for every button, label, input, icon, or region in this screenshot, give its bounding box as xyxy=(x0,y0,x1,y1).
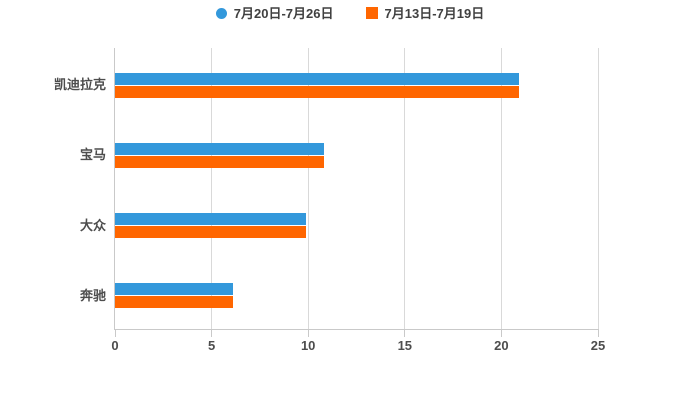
legend-item-week-jul20-26[interactable]: 7月20日-7月26日 xyxy=(215,5,334,21)
gridline-x-15 xyxy=(404,48,406,329)
x-axis-tick-20 xyxy=(500,329,502,337)
x-tick-label-5: 5 xyxy=(207,338,216,353)
legend: 7月20日-7月26日 7月13日-7月19日 xyxy=(0,3,700,23)
x-axis-tick-5 xyxy=(211,329,213,337)
legend-label: 7月20日-7月26日 xyxy=(233,5,334,21)
gridline-x-25 xyxy=(597,48,599,329)
legend-item-week-jul13-19[interactable]: 7月13日-7月19日 xyxy=(365,5,485,21)
category-label-3: 奔驰 xyxy=(79,287,106,303)
gridline-x-20 xyxy=(500,48,502,329)
x-tick-label-0: 0 xyxy=(111,338,119,353)
bar-宝马-series-1 xyxy=(115,155,324,168)
gridline-x-5 xyxy=(211,48,213,329)
legend-label: 7月13日-7月19日 xyxy=(384,5,485,21)
gridline-x-10 xyxy=(307,48,309,329)
x-axis-tick-10 xyxy=(307,329,309,337)
category-label-1: 宝马 xyxy=(79,147,106,163)
x-tick-label-20: 20 xyxy=(494,338,509,353)
y-axis-category-labels: 凯迪拉克宝马大众奔驰 xyxy=(0,48,106,329)
bar-奔驰-series-1 xyxy=(115,296,233,309)
bar-凯迪拉克-series-0 xyxy=(115,72,519,85)
x-axis-tick-0 xyxy=(114,329,116,337)
category-label-2: 大众 xyxy=(79,217,106,233)
x-tick-label-10: 10 xyxy=(300,338,316,353)
x-axis-tick-25 xyxy=(597,329,599,337)
x-tick-label-25: 25 xyxy=(590,338,606,353)
category-label-0: 凯迪拉克 xyxy=(53,77,106,93)
plot-area: 0 5 10 15 20 25 xyxy=(111,48,605,352)
bar-奔驰-series-0 xyxy=(115,283,233,296)
bar-大众-series-0 xyxy=(115,213,307,226)
legend-marker-orange-square-icon xyxy=(365,7,378,19)
x-axis-tick-15 xyxy=(404,329,406,337)
legend-marker-blue-circle-icon xyxy=(215,7,227,19)
bar-宝马-series-0 xyxy=(115,142,324,155)
bar-大众-series-1 xyxy=(115,226,307,239)
x-tick-label-15: 15 xyxy=(397,338,413,353)
bar-凯迪拉克-series-1 xyxy=(115,85,519,98)
